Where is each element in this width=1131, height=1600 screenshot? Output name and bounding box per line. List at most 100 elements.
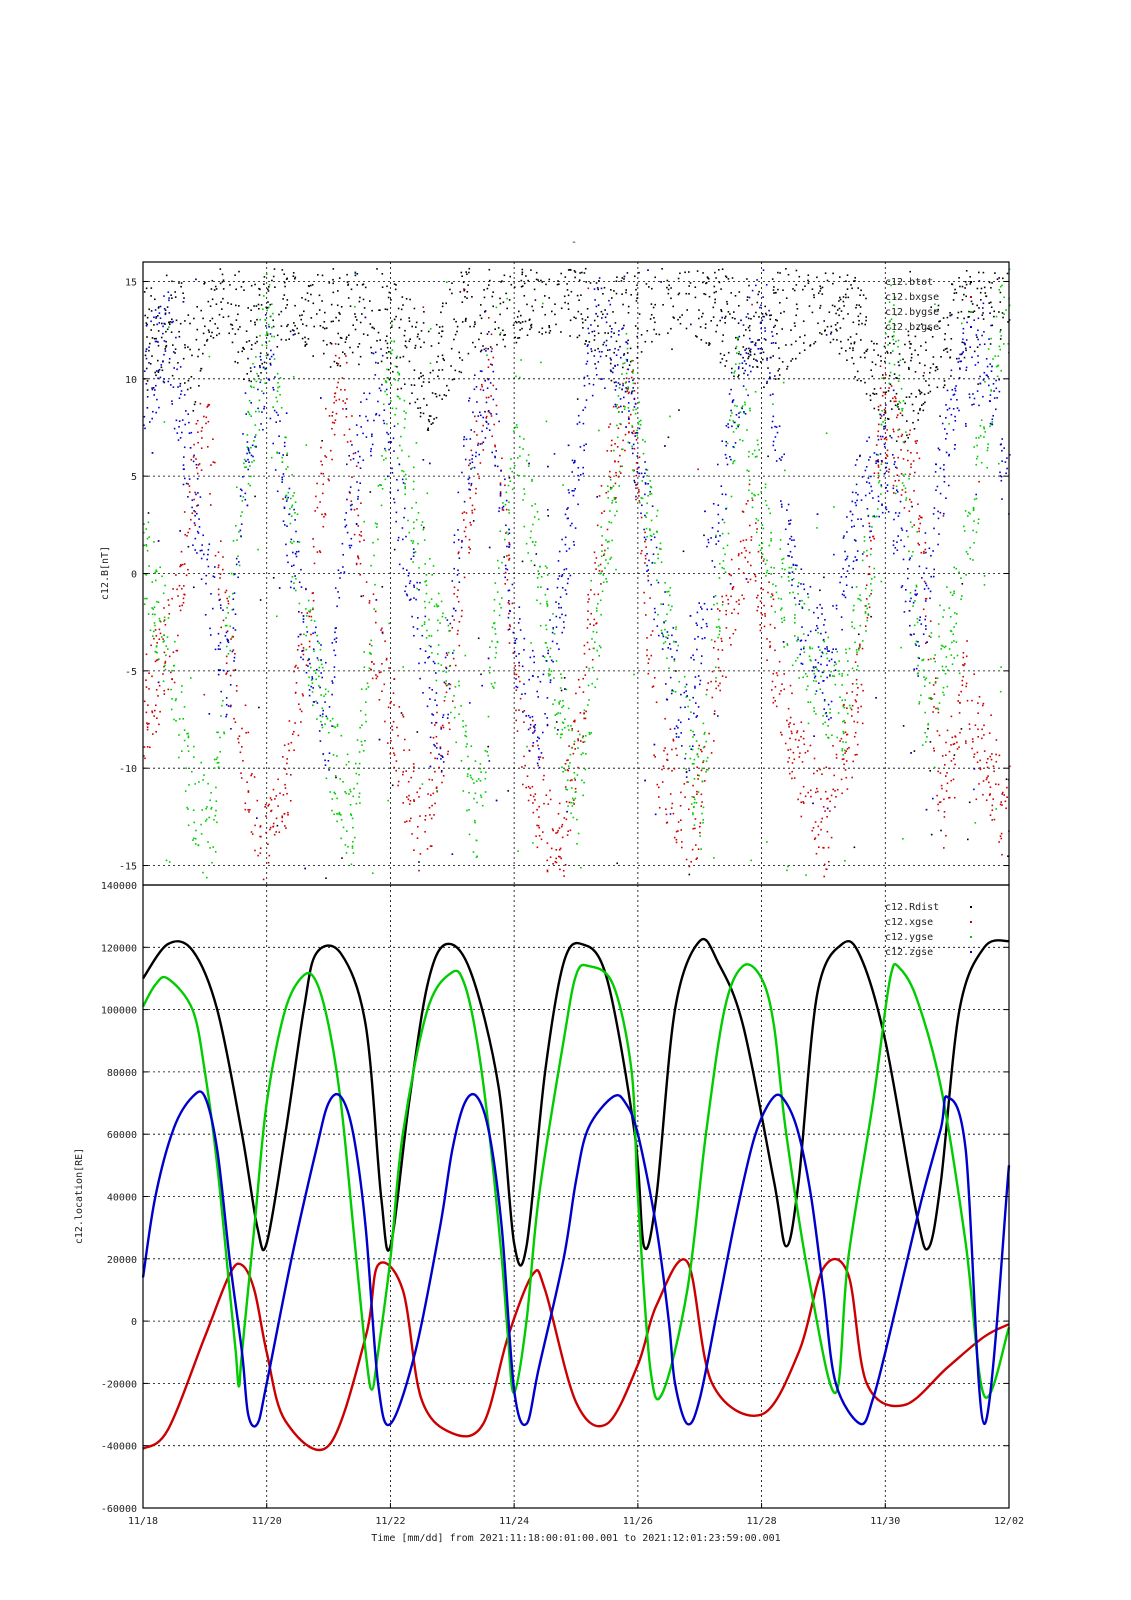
data-point xyxy=(485,415,488,418)
data-point xyxy=(672,738,675,741)
data-point xyxy=(764,615,766,617)
data-point xyxy=(543,656,546,658)
data-point xyxy=(393,548,396,551)
data-point xyxy=(746,469,748,472)
data-point xyxy=(376,675,379,678)
data-point xyxy=(910,353,913,355)
data-point xyxy=(748,355,750,358)
data-point xyxy=(696,790,698,793)
data-point xyxy=(956,613,958,615)
data-point xyxy=(435,395,438,398)
data-point xyxy=(162,380,165,383)
data-point xyxy=(258,308,260,310)
data-point xyxy=(975,531,978,534)
data-point xyxy=(748,347,750,350)
data-point xyxy=(786,719,788,722)
data-point xyxy=(877,430,880,433)
data-point xyxy=(491,435,493,438)
data-point xyxy=(585,281,587,283)
data-point xyxy=(157,359,159,362)
data-point xyxy=(289,800,292,802)
data-point xyxy=(1006,272,1009,275)
data-point xyxy=(319,325,322,327)
data-point xyxy=(698,317,700,320)
data-point xyxy=(901,433,904,436)
data-point xyxy=(813,707,815,709)
data-point xyxy=(905,431,907,433)
data-point xyxy=(189,348,191,351)
data-point xyxy=(608,521,610,523)
data-point xyxy=(251,344,253,346)
data-point xyxy=(472,851,475,853)
data-point xyxy=(363,307,366,309)
data-point xyxy=(823,863,826,866)
data-point xyxy=(594,686,596,689)
data-point xyxy=(259,352,262,354)
data-point xyxy=(335,776,337,779)
data-point xyxy=(536,599,538,602)
data-point xyxy=(832,745,834,747)
data-point xyxy=(723,567,725,570)
data-point xyxy=(769,646,771,649)
data-point xyxy=(597,325,599,327)
data-point xyxy=(844,752,846,754)
data-point xyxy=(835,663,837,665)
data-point xyxy=(404,486,406,488)
data-point xyxy=(501,508,504,511)
data-point xyxy=(631,431,633,434)
data-point xyxy=(551,828,554,830)
data-point xyxy=(734,295,737,297)
data-point xyxy=(990,390,993,392)
data-point xyxy=(927,727,929,730)
data-point xyxy=(587,684,590,687)
data-point xyxy=(253,440,255,442)
data-point xyxy=(536,808,538,811)
data-point xyxy=(412,540,415,542)
data-point xyxy=(362,283,365,285)
data-point xyxy=(953,292,956,294)
data-point xyxy=(163,665,165,668)
data-point xyxy=(901,414,904,417)
data-point xyxy=(152,635,154,637)
data-point xyxy=(143,291,146,293)
data-point xyxy=(478,477,480,480)
data-point xyxy=(953,590,955,593)
data-point xyxy=(632,359,634,362)
data-point xyxy=(846,288,849,290)
data-point xyxy=(909,270,911,273)
data-point xyxy=(418,796,420,798)
data-point xyxy=(542,831,544,833)
data-point xyxy=(434,393,437,395)
data-point xyxy=(207,841,209,843)
data-point xyxy=(216,756,219,759)
data-point xyxy=(187,314,190,316)
data-point xyxy=(342,400,344,402)
data-point xyxy=(469,548,471,550)
data-point xyxy=(503,334,505,336)
data-point xyxy=(401,714,404,716)
data-point xyxy=(537,570,539,572)
data-point xyxy=(721,358,724,360)
data-point xyxy=(825,733,827,736)
data-point xyxy=(922,658,925,661)
data-point xyxy=(890,318,893,320)
data-point xyxy=(583,712,585,715)
data-point xyxy=(916,452,918,454)
data-point xyxy=(748,450,750,453)
data-point xyxy=(960,598,962,600)
data-point xyxy=(385,658,388,661)
data-point xyxy=(813,710,815,713)
data-point xyxy=(853,846,856,849)
data-point xyxy=(373,608,375,610)
data-point xyxy=(189,387,192,389)
data-point xyxy=(454,369,457,372)
data-point xyxy=(924,598,927,600)
data-point xyxy=(807,685,809,687)
data-point xyxy=(661,768,663,771)
data-point xyxy=(174,640,176,643)
data-point xyxy=(163,689,165,692)
data-point xyxy=(552,628,555,630)
data-point xyxy=(397,379,399,382)
data-point xyxy=(657,557,659,560)
data-point xyxy=(270,456,273,459)
